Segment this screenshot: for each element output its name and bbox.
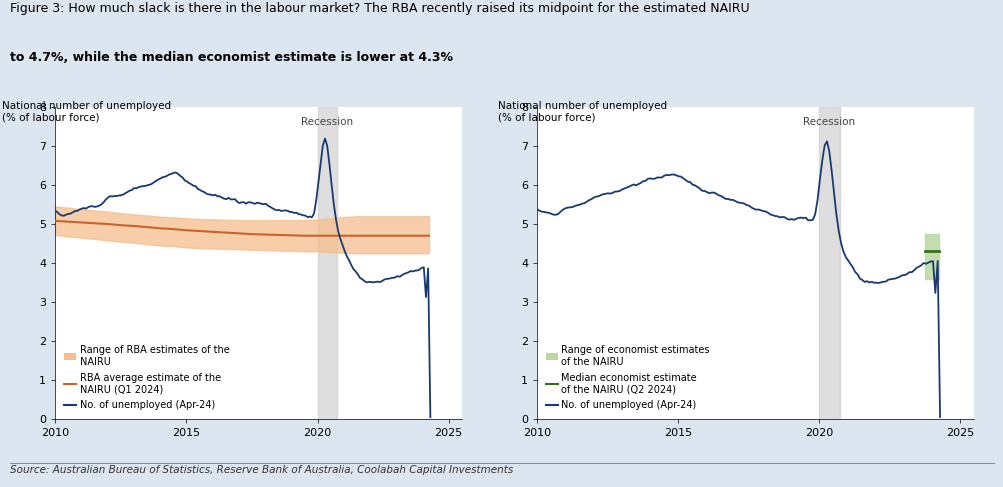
Text: Recession: Recession bbox=[301, 117, 353, 127]
Legend: Range of economist estimates
of the NAIRU, Median economist estimate
of the NAIR: Range of economist estimates of the NAIR… bbox=[542, 341, 713, 414]
Bar bbox=[317, 107, 337, 419]
Text: National number of unemployed
(% of labour force): National number of unemployed (% of labo… bbox=[2, 101, 172, 123]
Text: Recession: Recession bbox=[802, 117, 855, 127]
Legend: Range of RBA estimates of the
NAIRU, RBA average estimate of the
NAIRU (Q1 2024): Range of RBA estimates of the NAIRU, RBA… bbox=[60, 341, 233, 414]
Text: to 4.7%, while the median economist estimate is lower at 4.3%: to 4.7%, while the median economist esti… bbox=[10, 51, 452, 64]
Text: Figure 3: How much slack is there in the labour market? The RBA recently raised : Figure 3: How much slack is there in the… bbox=[10, 2, 749, 16]
Text: National number of unemployed
(% of labour force): National number of unemployed (% of labo… bbox=[497, 101, 666, 123]
Bar bbox=[818, 107, 840, 419]
Text: Source: Australian Bureau of Statistics, Reserve Bank of Australia, Coolabah Cap: Source: Australian Bureau of Statistics,… bbox=[10, 465, 513, 475]
